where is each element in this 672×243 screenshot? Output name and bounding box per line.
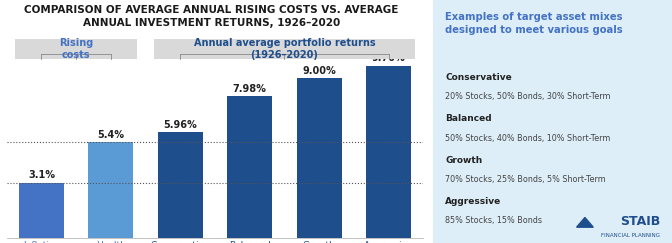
- Bar: [296, 78, 342, 238]
- Bar: [366, 66, 411, 238]
- Text: 50% Stocks, 40% Bonds, 10% Short-Term: 50% Stocks, 40% Bonds, 10% Short-Term: [446, 134, 611, 143]
- Text: 5.4%: 5.4%: [97, 130, 124, 140]
- Bar: [158, 132, 203, 238]
- Bar: [227, 96, 272, 238]
- FancyBboxPatch shape: [15, 39, 137, 59]
- Text: Growth: Growth: [446, 156, 482, 165]
- Text: FINANCIAL PLANNING: FINANCIAL PLANNING: [601, 233, 660, 238]
- Polygon shape: [577, 217, 593, 227]
- Bar: [88, 142, 134, 238]
- Text: 70% Stocks, 25% Bonds, 5% Short-Term: 70% Stocks, 25% Bonds, 5% Short-Term: [446, 175, 606, 184]
- Text: 3.1%: 3.1%: [28, 170, 55, 181]
- Text: 85% Stocks, 15% Bonds: 85% Stocks, 15% Bonds: [446, 216, 542, 225]
- Text: Examples of target asset mixes
designed to meet various goals: Examples of target asset mixes designed …: [446, 12, 623, 35]
- Text: Balanced: Balanced: [446, 114, 492, 123]
- Text: Conservative: Conservative: [446, 73, 512, 82]
- Text: 5.96%: 5.96%: [163, 120, 197, 130]
- FancyBboxPatch shape: [433, 0, 672, 243]
- Text: 20% Stocks, 50% Bonds, 30% Short-Term: 20% Stocks, 50% Bonds, 30% Short-Term: [446, 92, 611, 101]
- Text: 7.98%: 7.98%: [233, 84, 267, 94]
- FancyBboxPatch shape: [155, 39, 415, 59]
- Text: STAIB: STAIB: [620, 216, 660, 228]
- Text: Annual average portfolio returns
(1926–2020): Annual average portfolio returns (1926–2…: [194, 38, 375, 60]
- Text: 9.00%: 9.00%: [302, 66, 336, 76]
- Text: 9.70%: 9.70%: [372, 53, 405, 63]
- Text: COMPARISON OF AVERAGE ANNUAL RISING COSTS VS. AVERAGE
ANNUAL INVESTMENT RETURNS,: COMPARISON OF AVERAGE ANNUAL RISING COST…: [24, 5, 399, 28]
- Text: Aggressive: Aggressive: [446, 197, 501, 206]
- Bar: [19, 183, 64, 238]
- Text: Rising
costs: Rising costs: [59, 38, 93, 60]
